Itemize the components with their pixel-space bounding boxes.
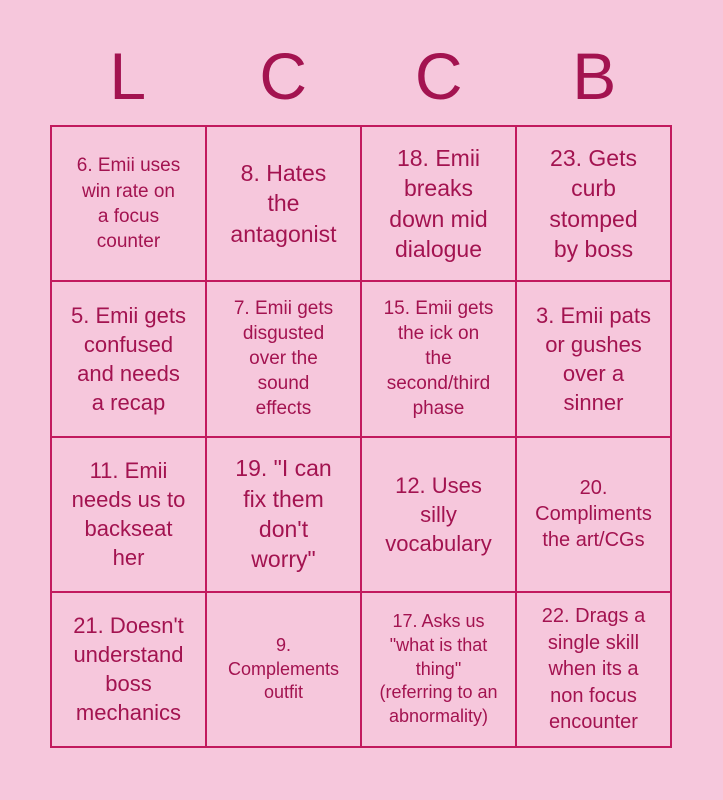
bingo-cell-23[interactable]: 23. Gets curb stomped by boss [516, 126, 671, 282]
bingo-cell-17[interactable]: 17. Asks us "what is that thing" (referr… [361, 591, 516, 747]
bingo-cell-20[interactable]: 20. Compliments the art/CGs [516, 436, 671, 592]
bingo-cell-3[interactable]: 3. Emii pats or gushes over a sinner [516, 281, 671, 437]
bingo-grid: 6. Emii uses win rate on a focus counter… [50, 125, 672, 748]
bingo-cell-19[interactable]: 19. "I can fix them don't worry" [206, 436, 361, 592]
bingo-cell-22[interactable]: 22. Drags a single skill when its a non … [516, 591, 671, 747]
bingo-cell-21[interactable]: 21. Doesn't understand boss mechanics [51, 591, 206, 747]
header-letter-b: B [572, 39, 617, 113]
bingo-cell-7[interactable]: 7. Emii gets disgusted over the sound ef… [206, 281, 361, 437]
bingo-cell-8[interactable]: 8. Hates the antagonist [206, 126, 361, 282]
bingo-cell-9[interactable]: 9. Complements outfit [206, 591, 361, 747]
bingo-cell-12[interactable]: 12. Uses silly vocabulary [361, 436, 516, 592]
bingo-cell-5[interactable]: 5. Emii gets confused and needs a recap [51, 281, 206, 437]
bingo-cell-11[interactable]: 11. Emii needs us to backseat her [51, 436, 206, 592]
bingo-cell-6[interactable]: 6. Emii uses win rate on a focus counter [51, 126, 206, 282]
bingo-header: L C C B [50, 0, 672, 125]
bingo-cell-18[interactable]: 18. Emii breaks down mid dialogue [361, 126, 516, 282]
header-letter-c1: C [259, 39, 308, 113]
bingo-cell-15[interactable]: 15. Emii gets the ick on the second/thir… [361, 281, 516, 437]
header-letter-l: L [109, 39, 147, 113]
header-letter-c2: C [414, 39, 463, 113]
